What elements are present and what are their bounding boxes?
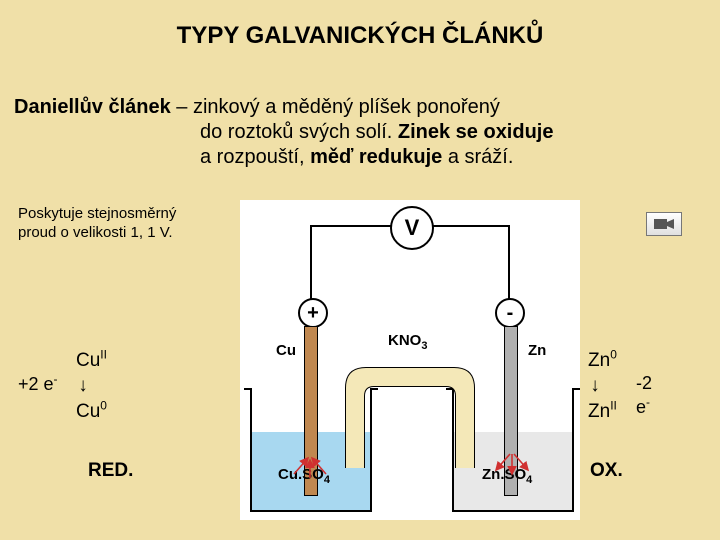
desc-term: Daniellův článek (14, 96, 171, 118)
salt-bridge (336, 358, 484, 478)
daniell-cell-diagram: V + - KNO3 Cu Zn Cu.SO4 Zn.SO4 (240, 200, 580, 520)
zn-electrode-label: Zn (528, 342, 546, 359)
wire-top-left (310, 225, 392, 227)
description: Daniellův článek – zinkový a měděný plíš… (14, 95, 553, 170)
cu-electrode-label: Cu (276, 342, 296, 359)
page-title: TYPY GALVANICKÝCH ČLÁNKŮ (0, 22, 720, 50)
desc-l2b: Zinek se oxiduje (398, 121, 554, 143)
reduction-label: RED. (88, 460, 133, 482)
voltmeter: V (390, 206, 434, 250)
wire-right-down (508, 225, 510, 300)
reduction-arrows (290, 438, 330, 478)
oxidation-label: OX. (590, 460, 623, 482)
desc-l1: – zinkový a měděný plíšek ponořený (171, 96, 500, 118)
voltage-note: Poskytuje stejnosměrný proud o velikosti… (18, 205, 176, 243)
right-to: ZnII (588, 401, 617, 422)
left-to: Cu0 (76, 401, 107, 422)
left-arrow: ↓ (76, 374, 90, 399)
desc-l2a: do roztoků svých solí. (200, 121, 398, 143)
salt-bridge-label: KNO3 (388, 332, 427, 352)
plus-terminal: + (298, 298, 328, 328)
right-reaction: Zn0 ↓ ZnII -2 e- (588, 348, 617, 425)
right-electrons: -2 e- (636, 372, 652, 420)
video-icon[interactable] (646, 212, 682, 236)
left-electrons: +2 e- (18, 372, 58, 395)
right-arrow: ↓ (588, 374, 602, 399)
left-reaction: CuII ↓ Cu0 +2 e- (18, 348, 107, 425)
wire-top-right (428, 225, 510, 227)
desc-l3c: a sráží. (442, 146, 513, 168)
oxidation-arrows (492, 438, 532, 478)
note-l1: Poskytuje stejnosměrný (18, 205, 176, 222)
desc-l3b: měď redukuje (310, 146, 442, 168)
desc-l3a: a rozpouští, (200, 146, 310, 168)
wire-left-down (310, 225, 312, 300)
note-l2: proud o velikosti 1, 1 V. (18, 224, 173, 241)
left-from: CuII (76, 350, 107, 371)
right-from: Zn0 (588, 350, 617, 371)
minus-terminal: - (495, 298, 525, 328)
